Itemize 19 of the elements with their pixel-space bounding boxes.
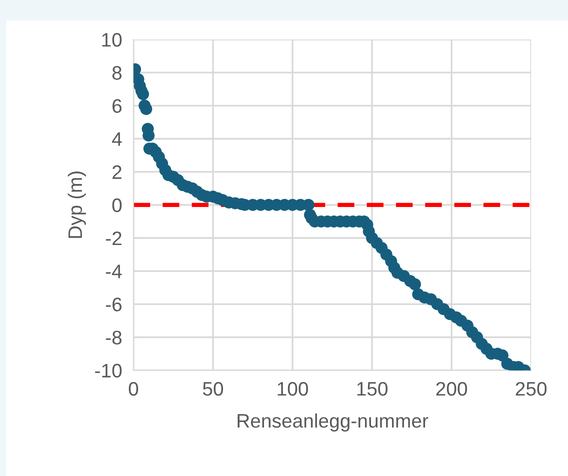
x-tick-label: 150 <box>357 382 388 396</box>
y-tick-label: 4 <box>112 132 122 146</box>
y-tick-label: 6 <box>112 99 122 113</box>
y-tick-label: 2 <box>112 165 122 179</box>
y-axis-title: Dyp (m) <box>68 172 86 238</box>
y-tick-label: -2 <box>106 231 122 246</box>
y-tick-label: 10 <box>102 32 122 47</box>
x-tick-label: 0 <box>128 382 138 396</box>
x-tick-label: 200 <box>436 382 468 396</box>
x-tick-label: 50 <box>202 382 224 396</box>
x-axis-title: Renseanlegg-nummer <box>238 413 428 432</box>
y-tick-label: 0 <box>112 198 122 212</box>
x-tick-label: 250 <box>516 382 547 396</box>
y-tick-label: -4 <box>106 264 122 278</box>
y-tick-label: -10 <box>95 364 122 378</box>
y-tick-label: 8 <box>112 66 122 80</box>
y-tick-label: -8 <box>106 330 122 344</box>
y-tick-label: -6 <box>106 298 122 312</box>
x-tick-label: 100 <box>278 382 308 396</box>
